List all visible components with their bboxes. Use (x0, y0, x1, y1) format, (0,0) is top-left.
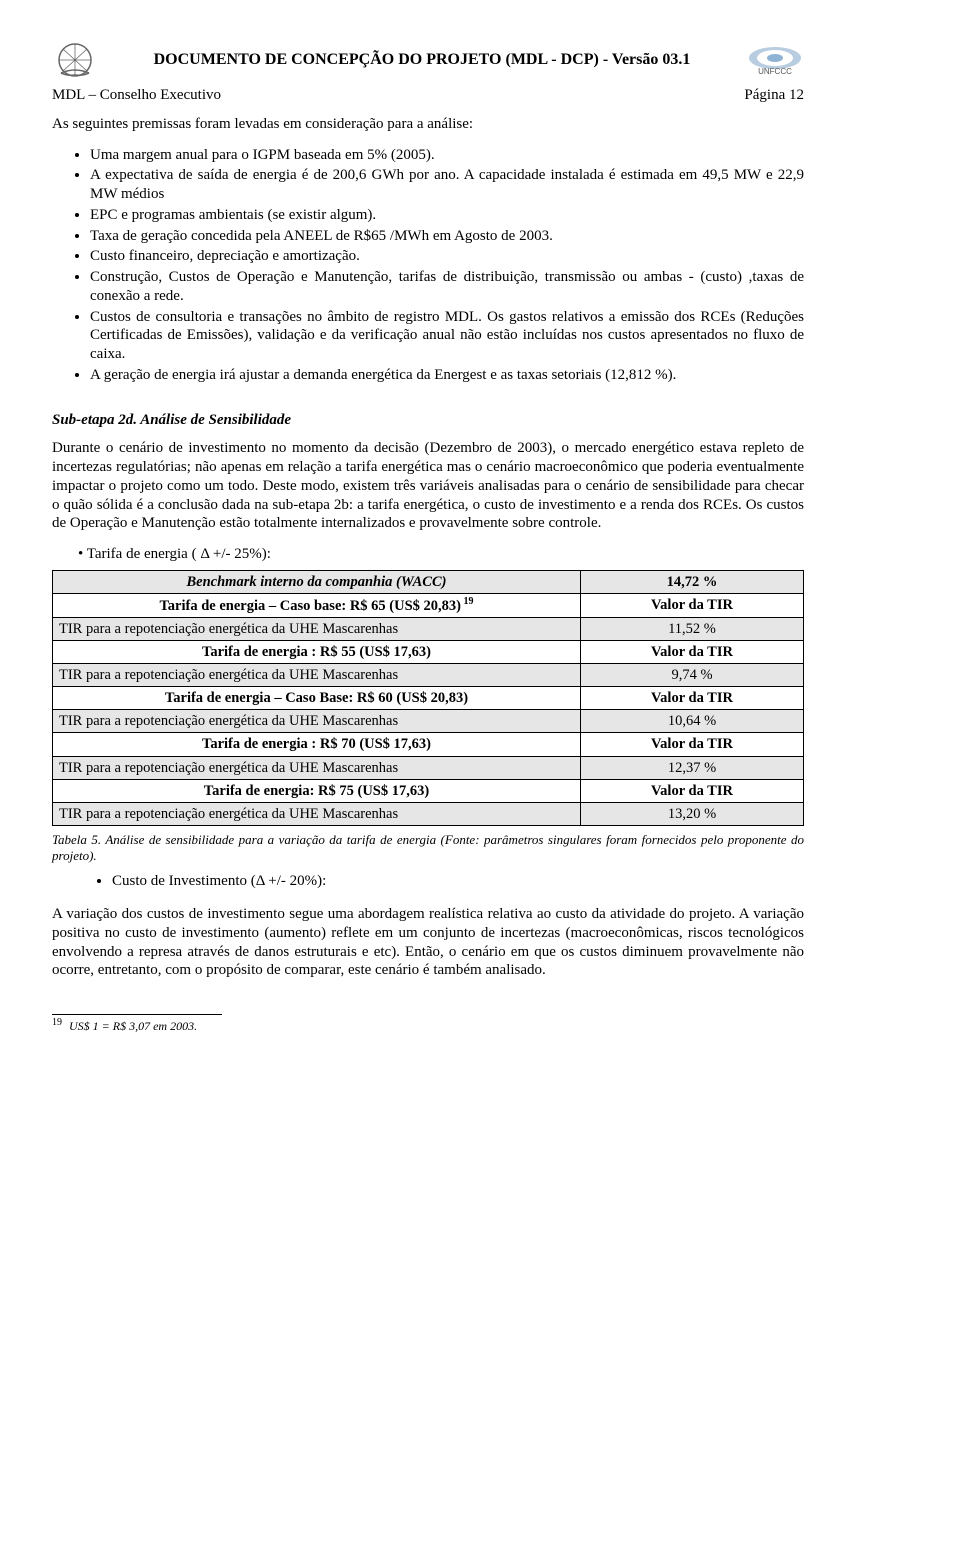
table-cell-left: Tarifa de energia : R$ 70 (US$ 17,63) (53, 733, 581, 756)
table-row: Tarifa de energia: R$ 75 (US$ 17,63)Valo… (53, 779, 804, 802)
investment-bullet: Custo de Investimento (Δ +/- 20%): (112, 872, 804, 891)
footnote-separator (52, 1014, 222, 1015)
investment-paragraph: A variação dos custos de investimento se… (52, 905, 804, 980)
table-row: TIR para a repotenciação energética da U… (53, 664, 804, 687)
svg-text:UNFCCC: UNFCCC (758, 67, 792, 76)
table-cell-left: Tarifa de energia: R$ 75 (US$ 17,63) (53, 779, 581, 802)
table-cell-left: TIR para a repotenciação energética da U… (53, 710, 581, 733)
table-row: TIR para a repotenciação energética da U… (53, 710, 804, 733)
premise-item: Custo financeiro, depreciação e amortiza… (90, 247, 804, 266)
premise-item: Custos de consultoria e transações no âm… (90, 308, 804, 364)
table-caption: Tabela 5. Análise de sensibilidade para … (52, 832, 804, 865)
sensitivity-table: Benchmark interno da companhia (WACC)14,… (52, 570, 804, 826)
table-cell-right: 11,52 % (581, 617, 804, 640)
table-cell-right: Valor da TIR (581, 687, 804, 710)
subheader-left: MDL – Conselho Executivo (52, 86, 221, 105)
table-row: TIR para a repotenciação energética da U… (53, 617, 804, 640)
header: DOCUMENTO DE CONCEPÇÃO DO PROJETO (MDL -… (52, 40, 804, 80)
tariff-heading: • Tarifa de energia ( Δ +/- 25%): (78, 545, 804, 564)
premises-list: Uma margem anual para o IGPM baseada em … (90, 146, 804, 385)
table-cell-left: TIR para a repotenciação energética da U… (53, 802, 581, 825)
table-cell-right: 9,74 % (581, 664, 804, 687)
premise-item: Uma margem anual para o IGPM baseada em … (90, 146, 804, 165)
footnote: 19 US$ 1 = R$ 3,07 em 2003. (52, 1017, 804, 1034)
table-row: Tarifa de energia – Caso base: R$ 65 (US… (53, 593, 804, 617)
table-cell-right: Valor da TIR (581, 593, 804, 617)
footnote-number: 19 (52, 1017, 62, 1028)
subheader: MDL – Conselho Executivo Página 12 (52, 86, 804, 105)
premise-item: Construção, Custos de Operação e Manuten… (90, 268, 804, 306)
table-cell-left: TIR para a repotenciação energética da U… (53, 664, 581, 687)
sub-etapa-paragraph: Durante o cenário de investimento no mom… (52, 439, 804, 533)
subheader-right: Página 12 (744, 86, 804, 105)
investment-bullet-list: Custo de Investimento (Δ +/- 20%): (112, 872, 804, 891)
table-cell-right: 13,20 % (581, 802, 804, 825)
table-cell-right: Valor da TIR (581, 640, 804, 663)
table-cell-left: TIR para a repotenciação energética da U… (53, 756, 581, 779)
intro-text: As seguintes premissas foram levadas em … (52, 115, 804, 134)
footnote-text: US$ 1 = R$ 3,07 em 2003. (69, 1019, 197, 1033)
premise-item: Taxa de geração concedida pela ANEEL de … (90, 227, 804, 246)
table-cell-left: TIR para a repotenciação energética da U… (53, 617, 581, 640)
un-logo-icon (52, 40, 98, 80)
header-title: DOCUMENTO DE CONCEPÇÃO DO PROJETO (MDL -… (98, 50, 746, 70)
table-cell-right: Valor da TIR (581, 733, 804, 756)
table-row: TIR para a repotenciação energética da U… (53, 802, 804, 825)
table-cell-left: Tarifa de energia – Caso Base: R$ 60 (US… (53, 687, 581, 710)
table-cell-right: Valor da TIR (581, 779, 804, 802)
premise-item: EPC e programas ambientais (se existir a… (90, 206, 804, 225)
table-row: Tarifa de energia – Caso Base: R$ 60 (US… (53, 687, 804, 710)
table-cell-right: 12,37 % (581, 756, 804, 779)
premise-item: A geração de energia irá ajustar a deman… (90, 366, 804, 385)
table-cell-left: Tarifa de energia : R$ 55 (US$ 17,63) (53, 640, 581, 663)
table-cell-left: Benchmark interno da companhia (WACC) (53, 570, 581, 593)
unfccc-logo-icon: UNFCCC (746, 44, 804, 76)
table-row: Tarifa de energia : R$ 70 (US$ 17,63)Val… (53, 733, 804, 756)
table-row: Benchmark interno da companhia (WACC)14,… (53, 570, 804, 593)
sub-etapa-title: Sub-etapa 2d. Análise de Sensibilidade (52, 411, 804, 430)
premise-item: A expectativa de saída de energia é de 2… (90, 166, 804, 204)
table-row: TIR para a repotenciação energética da U… (53, 756, 804, 779)
table-row: Tarifa de energia : R$ 55 (US$ 17,63)Val… (53, 640, 804, 663)
table-cell-right: 10,64 % (581, 710, 804, 733)
table-cell-right: 14,72 % (581, 570, 804, 593)
table-cell-left: Tarifa de energia – Caso base: R$ 65 (US… (53, 593, 581, 617)
